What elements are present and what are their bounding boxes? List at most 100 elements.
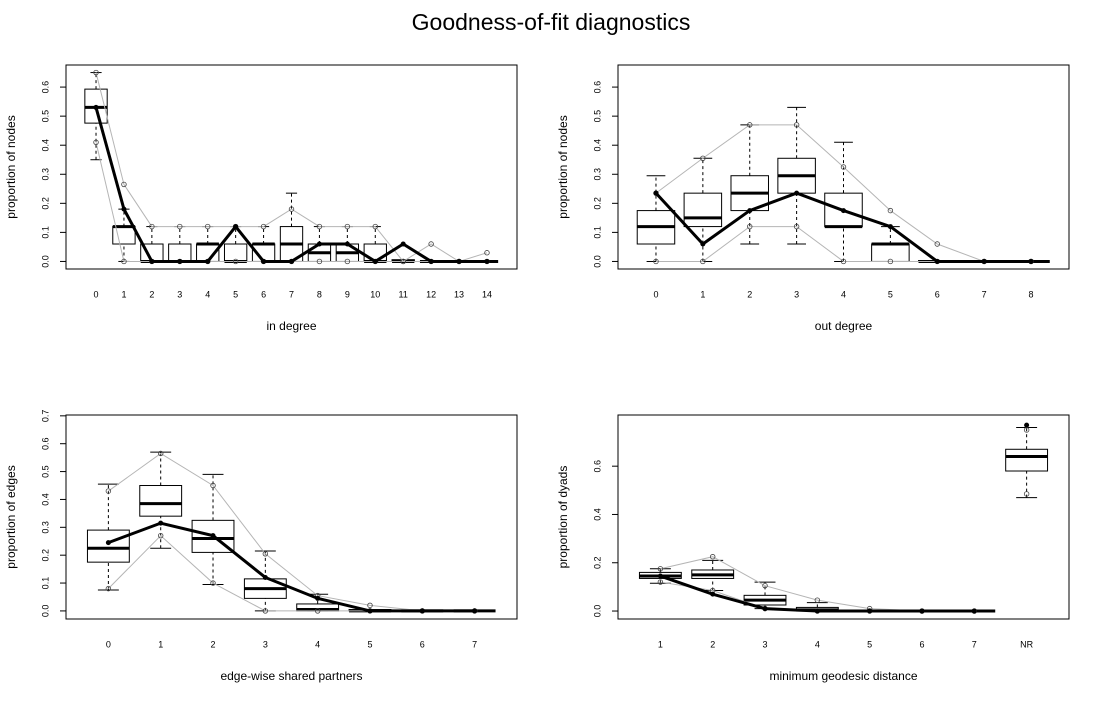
x-tick-label: 2 bbox=[211, 639, 216, 649]
x-tick-label: 10 bbox=[370, 289, 380, 299]
sim-min-line-point bbox=[653, 258, 659, 265]
observed-line-point bbox=[841, 208, 846, 214]
y-tick-label: 0.6 bbox=[40, 437, 50, 450]
sim-min-line-point bbox=[121, 258, 127, 265]
observed-line-point bbox=[289, 258, 294, 264]
sim-max-line-point bbox=[149, 223, 155, 230]
x-axis-label: minimum geodesic distance bbox=[769, 669, 917, 683]
observed-line-point bbox=[344, 241, 350, 247]
x-tick-label: 1 bbox=[700, 289, 705, 299]
sim-max-line-point bbox=[344, 223, 351, 230]
sim-min-line-point bbox=[344, 258, 351, 265]
sim-max-line-point bbox=[260, 223, 267, 230]
y-tick-label: 0.3 bbox=[40, 168, 50, 181]
y-tick-label: 0.0 bbox=[40, 255, 50, 268]
observed-line bbox=[107, 521, 475, 613]
observed-line-point bbox=[762, 606, 768, 612]
sim-max-line-point bbox=[934, 241, 940, 247]
x-tick-label: 6 bbox=[935, 289, 940, 299]
x-tick-label: 13 bbox=[454, 289, 464, 299]
x-tick-label: 8 bbox=[317, 289, 322, 299]
sim-min-line-point bbox=[210, 580, 216, 586]
x-tick-label: 1 bbox=[121, 289, 126, 299]
sim-max-line-point bbox=[428, 241, 434, 247]
observed-line-point bbox=[867, 608, 873, 614]
observed-line-point bbox=[887, 224, 893, 230]
x-axis-label: out degree bbox=[815, 319, 873, 333]
observed-line-point bbox=[456, 258, 462, 264]
y-tick-label: 0.6 bbox=[40, 81, 50, 94]
x-tick-label: 7 bbox=[289, 289, 294, 299]
sim-max-line-point bbox=[793, 122, 800, 128]
observed-line-point bbox=[372, 258, 378, 264]
observed-line-point bbox=[472, 608, 478, 614]
sim-max-line-point bbox=[316, 223, 323, 230]
observed-line-point bbox=[205, 258, 211, 264]
sim-max-line-point bbox=[205, 223, 211, 230]
sim-max-line-point bbox=[93, 69, 99, 76]
sim-max-line-point bbox=[1023, 427, 1030, 433]
observed-line-point bbox=[261, 258, 267, 264]
x-tick-label: 5 bbox=[233, 289, 238, 299]
sim-max-line-point bbox=[177, 223, 183, 230]
observed-line-point bbox=[981, 258, 987, 264]
observed-line-point bbox=[934, 258, 940, 264]
sim-max-line-point bbox=[484, 250, 490, 256]
sim-min-line-point bbox=[157, 532, 164, 539]
sim-max-line-point bbox=[262, 551, 269, 557]
x-tick-label: 5 bbox=[867, 639, 872, 649]
sim-min-line-point bbox=[232, 258, 239, 265]
observed-line-point bbox=[210, 533, 216, 539]
x-axis-label: edge-wise shared partners bbox=[220, 669, 362, 683]
y-tick-label: 0.0 bbox=[40, 605, 50, 618]
x-tick-label: 14 bbox=[482, 289, 492, 299]
sim-min-line-point bbox=[316, 258, 323, 265]
box bbox=[1005, 448, 1049, 472]
observed-line-point bbox=[428, 258, 434, 264]
x-tick-label: NR bbox=[1020, 639, 1033, 649]
x-tick-label: 1 bbox=[658, 639, 663, 649]
sim-min-line-point bbox=[314, 608, 321, 614]
observed-line-point bbox=[93, 104, 99, 110]
x-tick-label: 1 bbox=[158, 639, 163, 649]
chart-title: Goodness-of-fit diagnostics bbox=[412, 9, 691, 35]
sim-min-line-point bbox=[93, 139, 99, 145]
observed-line-point bbox=[262, 574, 268, 580]
y-tick-label: 0.3 bbox=[592, 168, 602, 181]
x-tick-label: 4 bbox=[315, 639, 320, 649]
y-axis-label: proportion of nodes bbox=[556, 115, 570, 218]
sim-max-line-point bbox=[288, 206, 295, 212]
y-tick-label: 0.0 bbox=[592, 605, 602, 618]
x-tick-label: 4 bbox=[205, 289, 210, 299]
sim-min-line bbox=[108, 534, 475, 612]
sim-max-line-point bbox=[814, 597, 821, 603]
sim-min-line-point bbox=[657, 579, 664, 585]
observed-line-point bbox=[419, 608, 425, 614]
x-tick-label: 2 bbox=[747, 289, 752, 299]
observed-line-point bbox=[710, 591, 716, 597]
sim-max-line-point bbox=[840, 164, 847, 170]
sim-min-line-point bbox=[840, 258, 847, 265]
x-tick-label: 12 bbox=[426, 289, 436, 299]
y-tick-label: 0.2 bbox=[40, 549, 50, 562]
x-tick-label: 3 bbox=[177, 289, 182, 299]
sim-max-line-point bbox=[887, 207, 894, 214]
y-tick-label: 0.1 bbox=[40, 577, 50, 590]
x-tick-label: 6 bbox=[420, 639, 425, 649]
x-tick-label: 3 bbox=[763, 639, 768, 649]
sim-max-line-point bbox=[210, 482, 216, 489]
y-tick-label: 0.3 bbox=[40, 521, 50, 534]
x-tick-label: 11 bbox=[399, 289, 408, 299]
x-axis-label: in degree bbox=[266, 319, 316, 333]
y-tick-label: 0.7 bbox=[40, 410, 50, 423]
x-tick-label: 6 bbox=[261, 289, 266, 299]
sim-min-line-point bbox=[793, 223, 800, 230]
sim-min-line-point bbox=[747, 223, 753, 230]
observed-line-point bbox=[919, 608, 925, 614]
y-tick-label: 0.2 bbox=[592, 556, 602, 569]
observed-line-point bbox=[971, 608, 977, 614]
sim-max-line bbox=[95, 72, 488, 263]
observed-line-point bbox=[653, 190, 659, 196]
observed-line-point bbox=[158, 520, 164, 526]
y-axis-label: proportion of edges bbox=[4, 465, 18, 568]
